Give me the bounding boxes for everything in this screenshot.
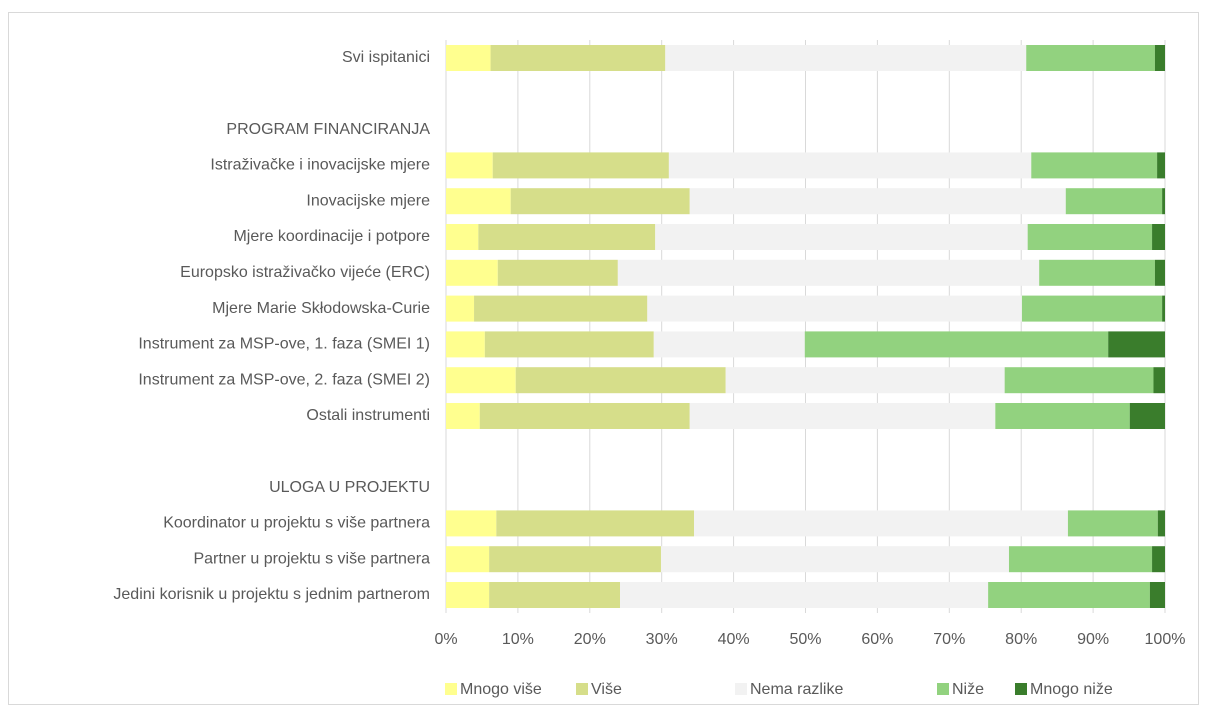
y-tick-label: Inovacijske mjere	[306, 192, 430, 209]
bar-segment	[1031, 152, 1158, 179]
bar-segment	[1152, 224, 1165, 250]
bar-segment	[1149, 582, 1165, 608]
bar-segment	[1004, 367, 1154, 394]
x-tick-label: 50%	[789, 631, 821, 648]
bar-segment	[1065, 188, 1163, 215]
y-tick-label: Istraživačke i inovacijske mjere	[210, 157, 430, 174]
bar-segment	[510, 188, 690, 215]
bar-segment	[479, 403, 690, 429]
bar-segment	[446, 331, 485, 358]
bar-segment	[655, 224, 1028, 250]
y-tick-label: Koordinator u projektu s više partnera	[163, 515, 430, 532]
x-tick-label: 60%	[861, 631, 893, 648]
bar-segment	[668, 152, 1032, 179]
x-tick-label: 80%	[1005, 631, 1037, 648]
y-tick-label: Europsko istraživačko vijeće (ERC)	[180, 264, 430, 281]
bar-segment	[804, 331, 1109, 358]
bar-segment	[490, 45, 666, 71]
bar-segment	[1157, 510, 1165, 537]
x-tick-label: 40%	[718, 631, 750, 648]
bar-segment	[694, 510, 1068, 537]
bar-segment	[446, 224, 479, 250]
bar-segment	[1154, 45, 1165, 71]
bar-segment	[446, 45, 491, 71]
bar-segment	[1154, 259, 1165, 286]
y-tick-label: Jedini korisnik u projektu s jednim part…	[113, 586, 430, 603]
legend-swatch	[937, 683, 949, 695]
bar-segment	[988, 582, 1150, 608]
x-tick-label: 10%	[502, 631, 534, 648]
legend-label: Više	[591, 681, 622, 698]
legend-label: Mnogo više	[460, 681, 542, 698]
bar-segment	[489, 546, 661, 573]
bar-segment	[515, 367, 726, 394]
bar-segment	[496, 510, 695, 537]
y-tick-label: Mjere Marie Skłodowska-Curie	[212, 300, 430, 317]
bar-segment	[1162, 188, 1165, 215]
y-tick-label: Partner u projektu s više partnera	[193, 550, 430, 567]
legend-label: Niže	[952, 681, 984, 698]
x-tick-label: 90%	[1077, 631, 1109, 648]
y-tick-label: Instrument za MSP-ove, 1. faza (SMEI 1)	[138, 336, 430, 353]
legend-label: Nema razlike	[750, 681, 843, 698]
bar-segment	[995, 403, 1130, 429]
bar-segment	[446, 582, 490, 608]
bar-segment	[446, 546, 490, 573]
legend-swatch	[445, 683, 457, 695]
bar-segment	[1027, 224, 1153, 250]
bar-segment	[1067, 510, 1158, 537]
bar-segment	[446, 152, 493, 179]
bar-segment	[489, 582, 620, 608]
bar-segment	[653, 331, 805, 358]
bar-segment	[665, 45, 1027, 71]
bar-segment	[617, 259, 1040, 286]
x-tick-label: 100%	[1145, 631, 1186, 648]
bar-segment	[446, 510, 497, 537]
bar-segment	[1157, 152, 1165, 179]
bar-segment	[725, 367, 1005, 394]
bar-segment	[497, 259, 618, 286]
bar-segment	[446, 259, 498, 286]
x-tick-label: 0%	[434, 631, 457, 648]
y-tick-label: ULOGA U PROJEKTU	[269, 479, 430, 496]
y-tick-label: Instrument za MSP-ove, 2. faza (SMEI 2)	[138, 371, 430, 388]
legend-swatch	[576, 683, 588, 695]
bar-segment	[660, 546, 1009, 573]
bar-segment	[446, 295, 475, 322]
bar-segment	[1152, 546, 1165, 573]
bar-segment	[492, 152, 669, 179]
bar-segment	[474, 295, 648, 322]
bar-segment	[1026, 45, 1155, 71]
y-tick-label: PROGRAM FINANCIRANJA	[226, 121, 430, 138]
legend-swatch	[735, 683, 747, 695]
legend-label: Mnogo niže	[1030, 681, 1113, 698]
y-tick-label: Ostali instrumenti	[306, 407, 430, 424]
x-tick-label: 20%	[574, 631, 606, 648]
bar-segment	[1008, 546, 1153, 573]
bar-segment	[619, 582, 989, 608]
bar-segment	[446, 367, 516, 394]
bar-segment	[1162, 295, 1165, 322]
y-tick-label: Svi ispitanici	[342, 49, 430, 66]
bar-segment	[647, 295, 1022, 322]
bar-segment	[1039, 259, 1155, 286]
x-tick-label: 70%	[933, 631, 965, 648]
y-tick-label: Mjere koordinacije i potpore	[233, 228, 430, 245]
bar-segment	[484, 331, 654, 358]
bar-segment	[689, 188, 1066, 215]
bar-segment	[446, 403, 480, 429]
bar-segment	[1153, 367, 1165, 394]
x-tick-label: 30%	[646, 631, 678, 648]
bar-segment	[1129, 403, 1165, 429]
bar-segment	[689, 403, 996, 429]
bar-segment	[1021, 295, 1163, 322]
bar-segment	[446, 188, 511, 215]
bar-segment	[478, 224, 656, 250]
legend-swatch	[1015, 683, 1027, 695]
bar-segment	[1108, 331, 1165, 358]
